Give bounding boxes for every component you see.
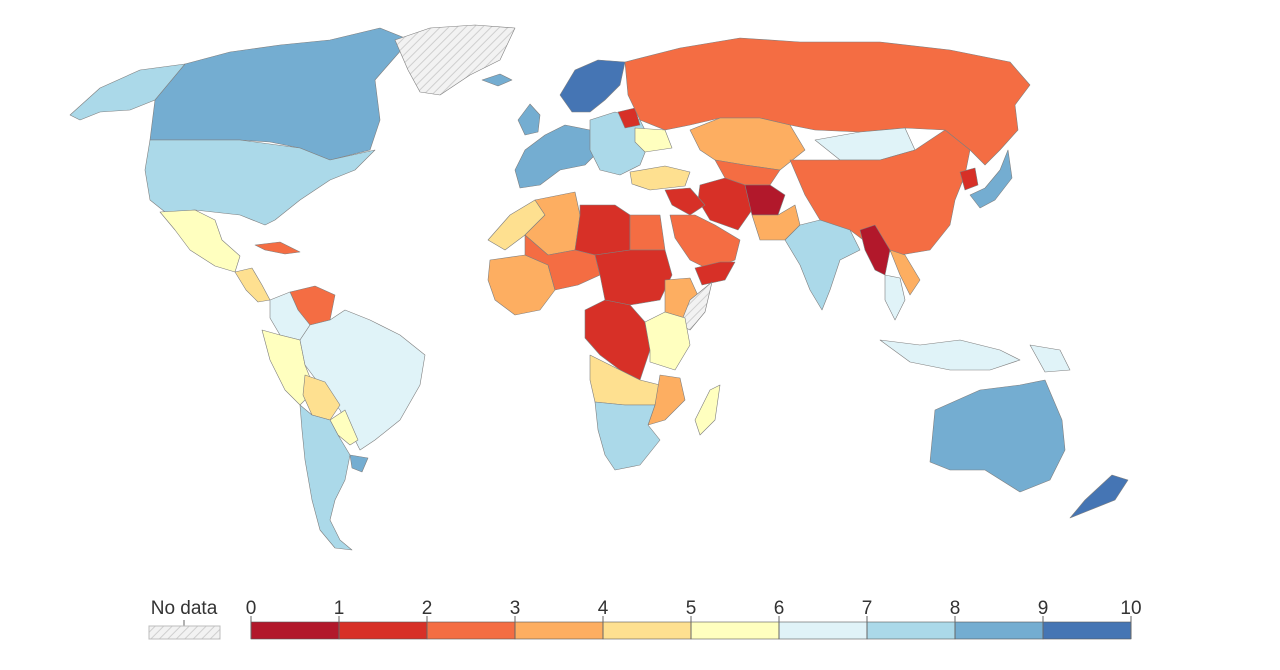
region-libya[interactable]: [574, 204, 631, 256]
no-data-swatch: [148, 625, 221, 640]
region-central-america[interactable]: [234, 267, 271, 303]
region-new-zealand[interactable]: [1069, 474, 1129, 519]
region-saudi-arabia[interactable]: [669, 214, 741, 271]
legend-bin-3-4: [514, 621, 604, 640]
legend-tick-label: 4: [598, 598, 609, 619]
legend-bin-4-5: [602, 621, 692, 640]
region-png[interactable]: [1029, 344, 1071, 373]
region-brazil[interactable]: [299, 309, 426, 451]
legend-tick-label: 3: [510, 598, 521, 619]
region-afghanistan[interactable]: [744, 184, 786, 216]
region-north-korea[interactable]: [959, 167, 979, 191]
legend-bin-8-9: [954, 621, 1044, 640]
legend-tick-label: 8: [950, 598, 961, 619]
region-vietnam-laos[interactable]: [889, 249, 921, 296]
region-sahel[interactable]: [524, 234, 601, 291]
region-korea-japan[interactable]: [969, 149, 1013, 209]
region-scandinavia[interactable]: [559, 59, 626, 113]
legend: No data 0 1 2 3 4 5 6 7 8 9 10: [148, 598, 1142, 640]
region-kazakhstan[interactable]: [689, 117, 806, 171]
region-southeast-asia[interactable]: [884, 274, 906, 321]
region-usa[interactable]: [144, 139, 376, 226]
region-ireland-uk[interactable]: [517, 103, 541, 136]
region-indonesia[interactable]: [879, 339, 1021, 371]
legend-bin-7-8: [866, 621, 956, 640]
legend-tick-label: 7: [862, 598, 873, 619]
region-sudan-chad[interactable]: [594, 249, 673, 306]
legend-bin-1-2: [338, 621, 428, 640]
legend-bin-9-10: [1042, 621, 1132, 640]
region-east-africa[interactable]: [644, 311, 691, 371]
region-ukraine[interactable]: [634, 127, 673, 153]
region-belarus[interactable]: [617, 107, 641, 129]
region-australia[interactable]: [929, 379, 1066, 493]
legend-bin-0-1: [250, 621, 340, 640]
legend-bin-6-7: [778, 621, 868, 640]
region-drc[interactable]: [584, 299, 651, 381]
country-shapes: [69, 24, 1129, 551]
region-iceland[interactable]: [481, 73, 513, 87]
legend-bin-2-3: [426, 621, 516, 640]
legend-tick-label: 2: [422, 598, 433, 619]
region-uruguay[interactable]: [349, 454, 369, 473]
legend-ticks: 0 1 2 3 4 5 6 7 8 9 10: [246, 598, 1142, 639]
region-greenland[interactable]: [394, 24, 516, 96]
legend-color-bins: [250, 621, 1132, 640]
region-turkey[interactable]: [629, 165, 691, 191]
legend-tick-label: 0: [246, 598, 257, 619]
region-syria-iraq[interactable]: [664, 187, 706, 216]
legend-tick-label: 9: [1038, 598, 1049, 619]
region-mexico[interactable]: [159, 209, 241, 273]
region-cuba[interactable]: [254, 241, 301, 255]
region-madagascar[interactable]: [694, 384, 721, 436]
legend-tick-label: 5: [686, 598, 697, 619]
legend-tick-label: 10: [1120, 598, 1141, 619]
region-egypt[interactable]: [629, 214, 666, 251]
legend-tick-label: 1: [334, 598, 345, 619]
region-argentina-chile[interactable]: [299, 404, 353, 551]
no-data-label: No data: [151, 598, 218, 619]
region-southern-africa[interactable]: [594, 401, 661, 471]
legend-tick-label: 6: [774, 598, 785, 619]
legend-bin-5-6: [690, 621, 780, 640]
region-india[interactable]: [784, 219, 861, 311]
region-yemen[interactable]: [694, 261, 736, 286]
